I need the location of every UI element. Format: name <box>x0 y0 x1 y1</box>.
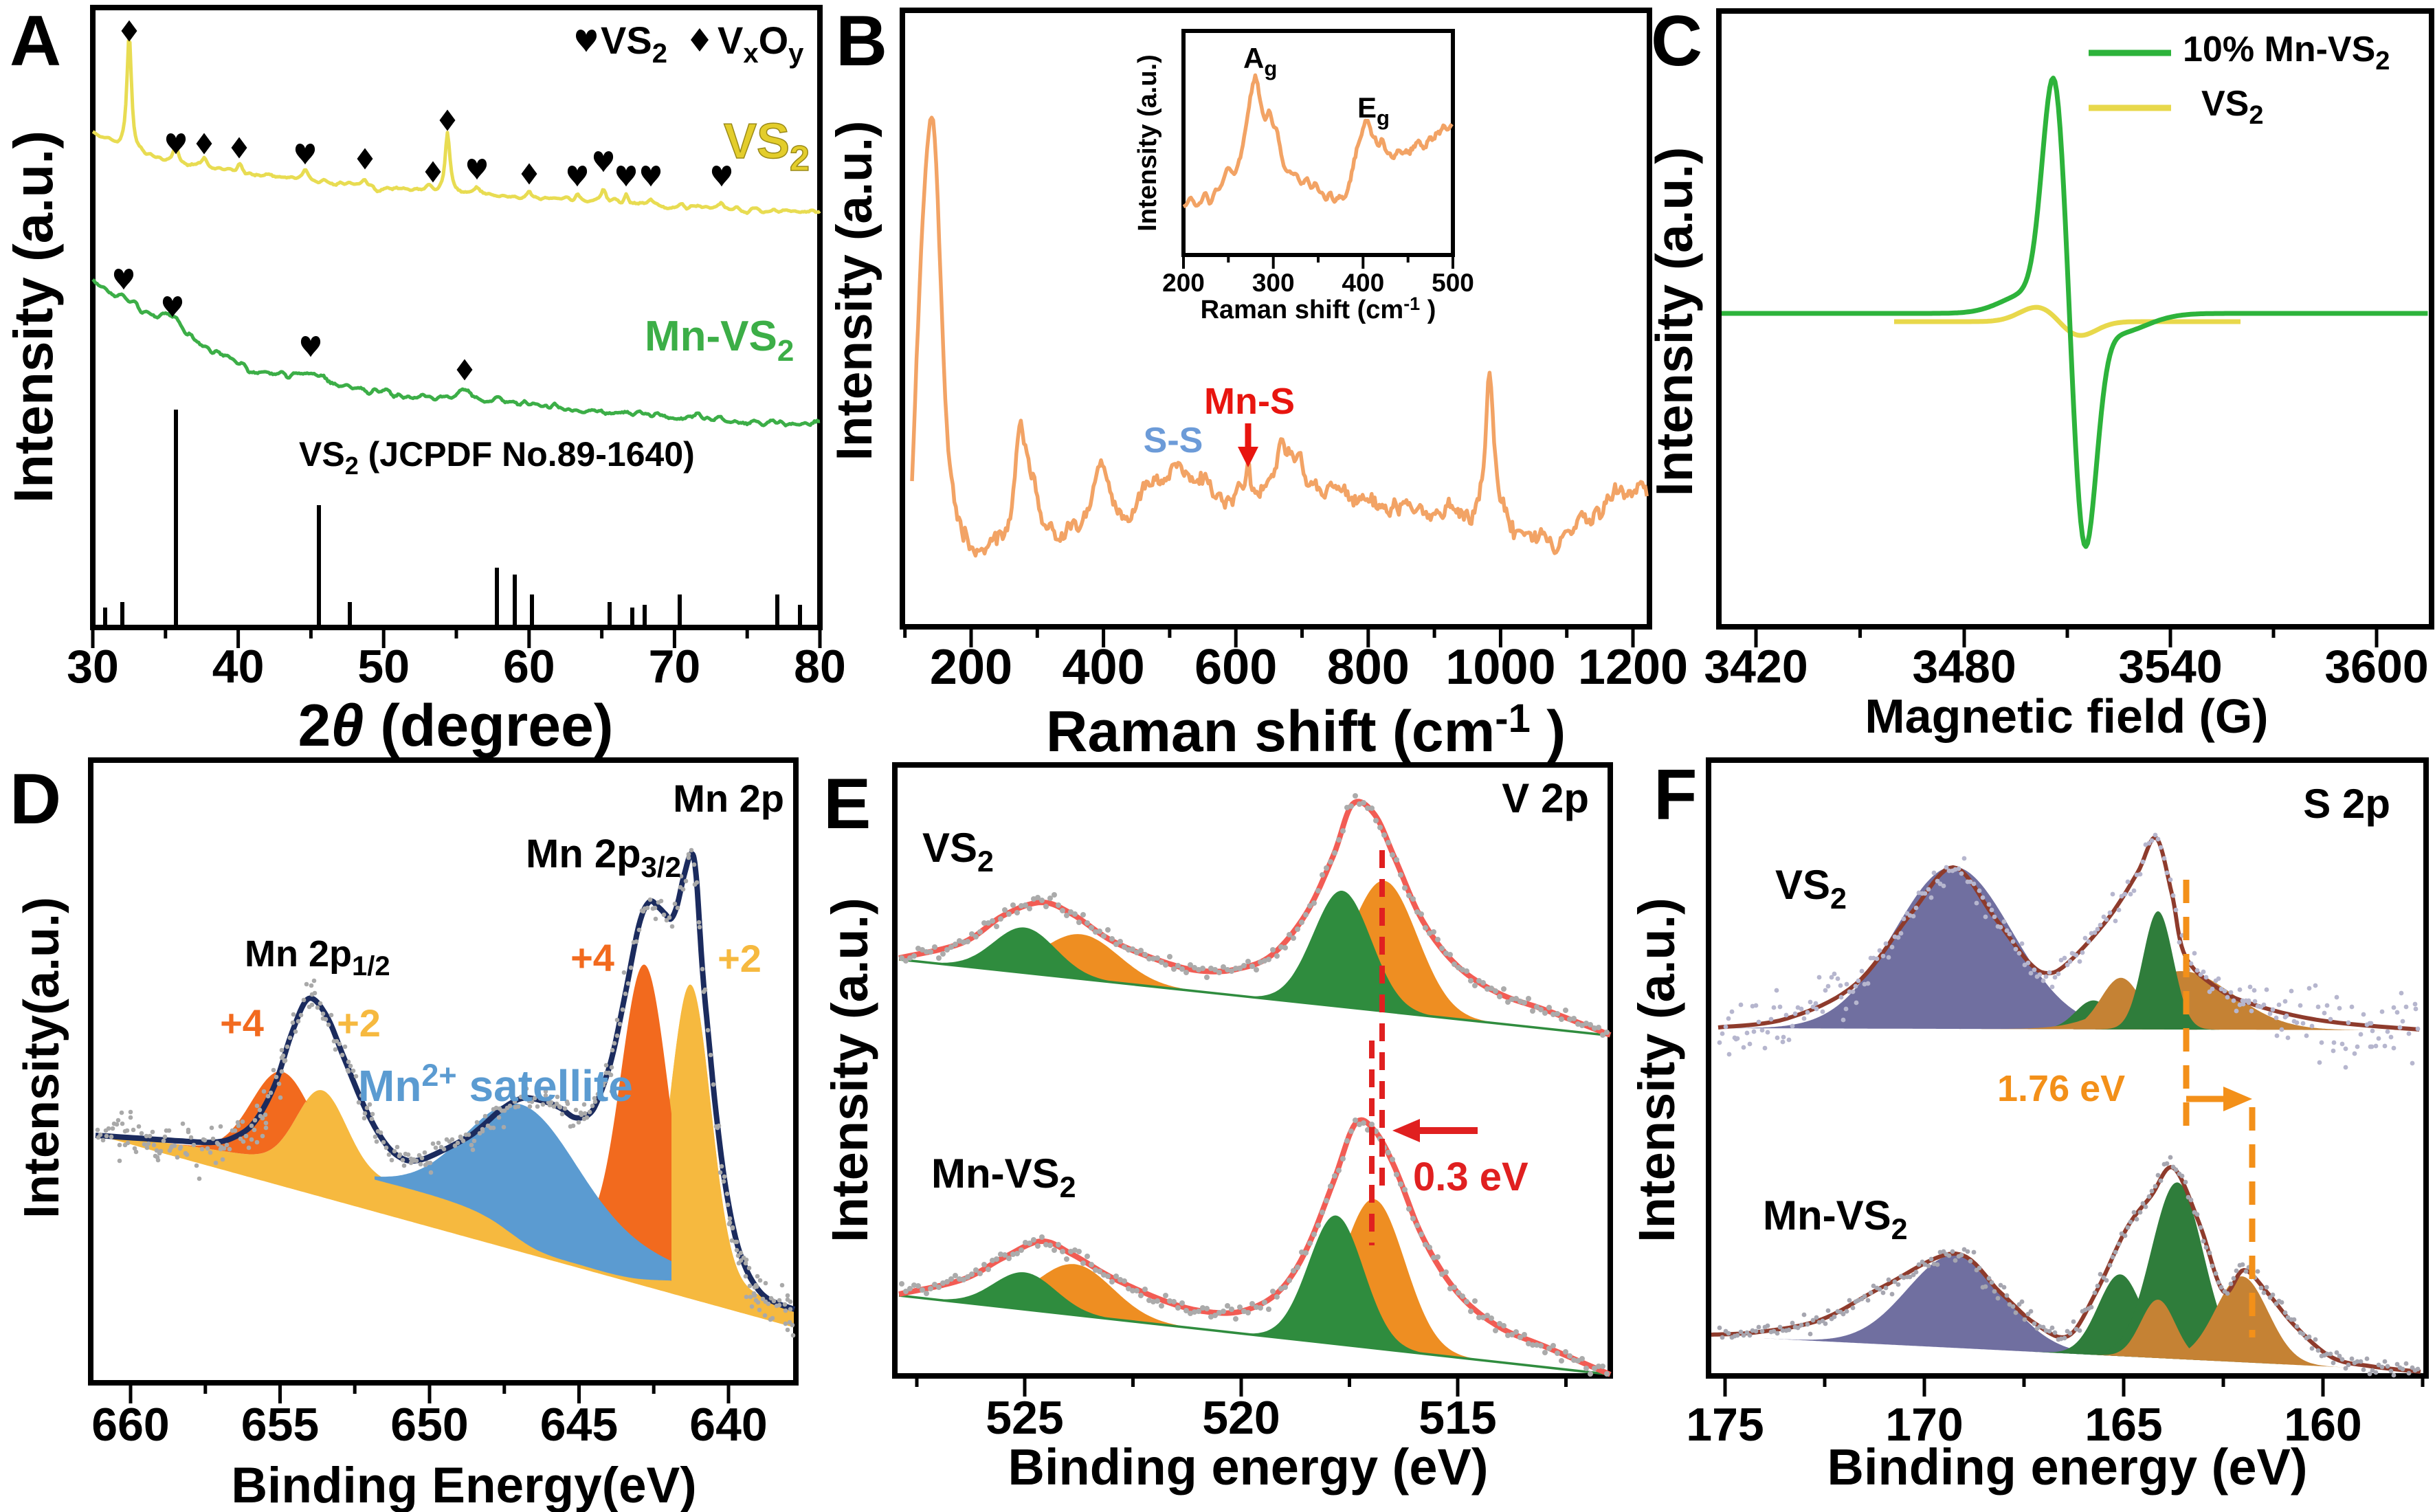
svg-text:F: F <box>1654 755 1698 835</box>
svg-text:640: 640 <box>689 1399 767 1451</box>
svg-text:175: 175 <box>1686 1399 1764 1451</box>
svg-text:10% Mn-VS2: 10% Mn-VS2 <box>2183 30 2390 76</box>
svg-text:515: 515 <box>1419 1392 1496 1444</box>
svg-text:Intensity (a.u.): Intensity (a.u.) <box>821 898 878 1243</box>
svg-text:Raman shift (cm-1 ): Raman shift (cm-1 ) <box>1201 293 1436 324</box>
svg-text:D: D <box>10 759 61 839</box>
svg-text:170: 170 <box>1885 1399 1963 1451</box>
svg-text:660: 660 <box>91 1399 169 1451</box>
svg-text:E: E <box>823 764 871 844</box>
svg-text:400: 400 <box>1063 640 1145 695</box>
svg-text:800: 800 <box>1327 640 1410 695</box>
svg-text:1200: 1200 <box>1578 640 1688 695</box>
svg-text:400: 400 <box>1342 269 1384 297</box>
svg-text:+2: +2 <box>337 1001 381 1045</box>
svg-text:3420: 3420 <box>1704 641 1808 693</box>
svg-text:Magnetic field (G): Magnetic field (G) <box>1865 689 2268 743</box>
svg-text:+4: +4 <box>570 936 614 979</box>
svg-text:Mn2+ satellite: Mn2+ satellite <box>358 1058 633 1111</box>
svg-text:300: 300 <box>1252 269 1295 297</box>
svg-text:200: 200 <box>1162 269 1205 297</box>
svg-text:C: C <box>1651 1 1702 81</box>
svg-text:Binding energy (eV): Binding energy (eV) <box>1827 1438 2308 1496</box>
svg-text:0.3 eV: 0.3 eV <box>1413 1155 1528 1199</box>
svg-text:Intensity (a.u.): Intensity (a.u.) <box>1645 147 1703 496</box>
svg-text:40: 40 <box>212 641 265 693</box>
svg-text:Eg: Eg <box>1357 91 1390 130</box>
svg-text:655: 655 <box>241 1399 319 1451</box>
svg-text:+2: +2 <box>718 937 761 980</box>
svg-text:V 2p: V 2p <box>1502 775 1589 821</box>
svg-text:70: 70 <box>649 641 701 693</box>
svg-text:1.76 eV: 1.76 eV <box>1997 1068 2125 1109</box>
svg-text:2θ (degree): 2θ (degree) <box>298 693 613 759</box>
svg-text:Intensity (a.u.): Intensity (a.u.) <box>1628 898 1685 1243</box>
svg-text:Mn-S: Mn-S <box>1204 381 1295 422</box>
svg-text:520: 520 <box>1202 1392 1280 1444</box>
svg-text:Binding Energy(eV): Binding Energy(eV) <box>231 1458 696 1512</box>
svg-text:3540: 3540 <box>2118 641 2222 693</box>
svg-text:50: 50 <box>357 641 410 693</box>
svg-text:645: 645 <box>540 1399 618 1451</box>
svg-text:Raman shift (cm-1 ): Raman shift (cm-1 ) <box>1046 696 1566 764</box>
svg-text:A: A <box>10 1 61 81</box>
svg-text:+4: +4 <box>220 1001 264 1045</box>
svg-text:160: 160 <box>2284 1399 2361 1451</box>
svg-text:S 2p: S 2p <box>2303 781 2390 827</box>
svg-text:525: 525 <box>986 1392 1063 1444</box>
svg-text:200: 200 <box>930 640 1012 695</box>
svg-text:3600: 3600 <box>2324 641 2428 693</box>
svg-text:Intensity (a.u.): Intensity (a.u.) <box>1133 54 1162 232</box>
svg-text:Binding energy (eV): Binding energy (eV) <box>1008 1438 1489 1496</box>
svg-text:60: 60 <box>503 641 555 693</box>
svg-text:VS2 (JCPDF No.89-1640): VS2 (JCPDF No.89-1640) <box>299 435 695 480</box>
svg-text:3480: 3480 <box>1912 641 2016 693</box>
svg-text:Mn-VS2: Mn-VS2 <box>931 1150 1076 1204</box>
svg-text:B: B <box>836 1 887 81</box>
svg-text:S-S: S-S <box>1144 421 1203 460</box>
svg-text:165: 165 <box>2084 1399 2162 1451</box>
svg-text:Intensity (a.u.): Intensity (a.u.) <box>827 121 882 461</box>
svg-text:1000: 1000 <box>1445 640 1555 695</box>
svg-text:650: 650 <box>390 1399 468 1451</box>
svg-text:Intensity (a.u.): Intensity (a.u.) <box>3 131 64 503</box>
svg-text:500: 500 <box>1432 269 1474 297</box>
svg-text:30: 30 <box>67 641 119 693</box>
svg-text:Mn-VS2: Mn-VS2 <box>1763 1192 1908 1246</box>
svg-text:Mn-VS2: Mn-VS2 <box>645 313 794 368</box>
svg-text:Intensity(a.u.): Intensity(a.u.) <box>14 897 69 1219</box>
svg-text:80: 80 <box>794 641 846 693</box>
svg-text:Mn 2p: Mn 2p <box>673 777 784 820</box>
svg-text:600: 600 <box>1194 640 1277 695</box>
